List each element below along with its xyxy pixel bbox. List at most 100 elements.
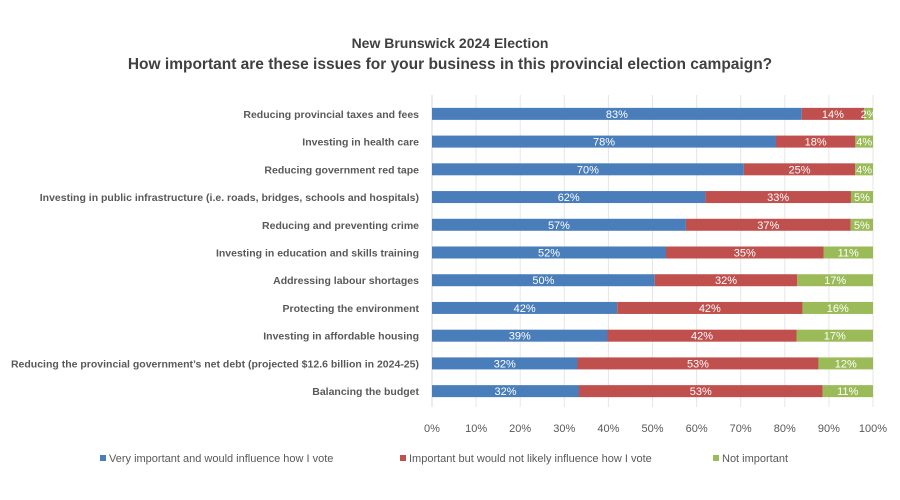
category-labels: Reducing provincial taxes and fees Invest… — [11, 109, 420, 398]
category-label: Reducing the provincial government’s net… — [11, 358, 419, 370]
category-label: Investing in health care — [302, 137, 419, 149]
bar-segment — [823, 246, 873, 259]
bar-segment — [432, 218, 686, 231]
x-tick-label: 30% — [553, 423, 575, 435]
data-label: 35% — [734, 248, 756, 260]
bar-segment — [855, 135, 873, 148]
data-label: 14% — [822, 109, 844, 121]
bar-segment — [797, 274, 873, 287]
category-label: Investing in affordable housing — [263, 331, 419, 343]
bar-segment — [577, 357, 819, 370]
bar-segment — [617, 301, 803, 314]
bar-segment — [775, 135, 856, 148]
bar-segment — [801, 107, 865, 120]
chart-subtitle: How important are these issues for your … — [128, 56, 772, 73]
data-label: 57% — [548, 220, 570, 232]
bar-segment — [685, 218, 851, 231]
legend-label: Important but would not likely influence… — [409, 453, 652, 465]
data-label: 12% — [835, 358, 857, 370]
bar-segment — [802, 301, 873, 314]
bar-segment — [743, 163, 856, 176]
bar-segment — [654, 274, 798, 287]
x-tick-label: 60% — [686, 423, 708, 435]
data-label: 83% — [606, 109, 628, 121]
bar-segment — [607, 329, 797, 342]
data-label: 50% — [532, 275, 554, 287]
data-label: 33% — [767, 192, 789, 204]
legend-label: Very important and would influence how I… — [109, 453, 333, 465]
data-label: 16% — [827, 303, 849, 315]
data-label: 53% — [687, 358, 709, 370]
category-label: Balancing the budget — [312, 386, 419, 398]
data-label: 5% — [854, 192, 870, 204]
bar-segment — [432, 301, 618, 314]
data-label: 53% — [690, 386, 712, 398]
bar-segment — [432, 357, 578, 370]
data-label: 32% — [715, 275, 737, 287]
bar-segment — [705, 191, 851, 204]
bar-segment — [432, 163, 744, 176]
x-tick-label: 20% — [509, 423, 531, 435]
data-label: 78% — [593, 137, 615, 149]
bar-segment — [818, 357, 873, 370]
category-label: Protecting the environment — [282, 303, 419, 315]
bar-segment — [432, 107, 802, 120]
category-label: Reducing provincial taxes and fees — [243, 109, 419, 121]
bar-segment — [850, 191, 873, 204]
data-label: 18% — [805, 137, 827, 149]
data-label: 70% — [577, 164, 599, 176]
legend-label: Not important — [722, 453, 788, 465]
legend-swatch — [713, 455, 719, 461]
x-tick-label: 0% — [424, 423, 440, 435]
data-label: 42% — [691, 331, 713, 343]
data-label: 32% — [494, 386, 516, 398]
bar-segment — [864, 107, 873, 120]
data-label: 17% — [824, 331, 846, 343]
data-label: 32% — [494, 358, 516, 370]
category-label: Investing in education and skills traini… — [216, 248, 419, 260]
x-axis-ticks: 0% 10% 20% 30% 40% 50% 60% 70% 80% 90% 100% — [424, 423, 887, 435]
bar-segment — [666, 246, 824, 259]
x-tick-label: 10% — [465, 423, 487, 435]
bar-segment — [855, 163, 873, 176]
x-tick-label: 90% — [818, 423, 840, 435]
category-label: Reducing government red tape — [264, 164, 419, 176]
bars: 83% 14% 2% 78% 18% 4% 70% 25% 4% 62% 33% 5% 57% 37% 5%… — [432, 107, 877, 398]
bar-segment — [432, 385, 579, 398]
bar-segment — [579, 385, 823, 398]
x-tick-label: 100% — [859, 423, 887, 435]
x-tick-label: 70% — [730, 423, 752, 435]
bar-segment — [850, 218, 873, 231]
data-label: 62% — [558, 192, 580, 204]
bar-segment — [432, 135, 776, 148]
legend: Very important and would influence how I… — [100, 453, 788, 465]
bar-segment — [822, 385, 873, 398]
data-label: 42% — [514, 303, 536, 315]
chart-title: New Brunswick 2024 Election — [352, 35, 549, 51]
data-label: 2% — [861, 109, 877, 121]
bar-segment — [432, 274, 655, 287]
legend-swatch — [400, 455, 406, 461]
data-label: 4% — [856, 137, 872, 149]
x-tick-label: 40% — [597, 423, 619, 435]
bar-segment — [432, 329, 608, 342]
data-label: 39% — [509, 331, 531, 343]
x-tick-label: 50% — [641, 423, 663, 435]
category-label: Investing in public infrastructure (i.e.… — [40, 192, 419, 204]
bar-segment — [432, 246, 666, 259]
category-label: Addressing labour shortages — [273, 275, 419, 287]
data-label: 25% — [788, 164, 810, 176]
category-label: Reducing and preventing crime — [262, 220, 419, 232]
data-label: 11% — [837, 386, 858, 398]
x-tick-label: 80% — [774, 423, 796, 435]
bar-segment — [432, 191, 706, 204]
data-label: 52% — [538, 248, 560, 260]
data-label: 5% — [854, 220, 870, 232]
data-label: 37% — [757, 220, 779, 232]
legend-swatch — [100, 455, 106, 461]
data-label: 17% — [824, 275, 846, 287]
data-label: 4% — [856, 164, 872, 176]
bar-segment — [796, 329, 873, 342]
data-label: 42% — [699, 303, 721, 315]
